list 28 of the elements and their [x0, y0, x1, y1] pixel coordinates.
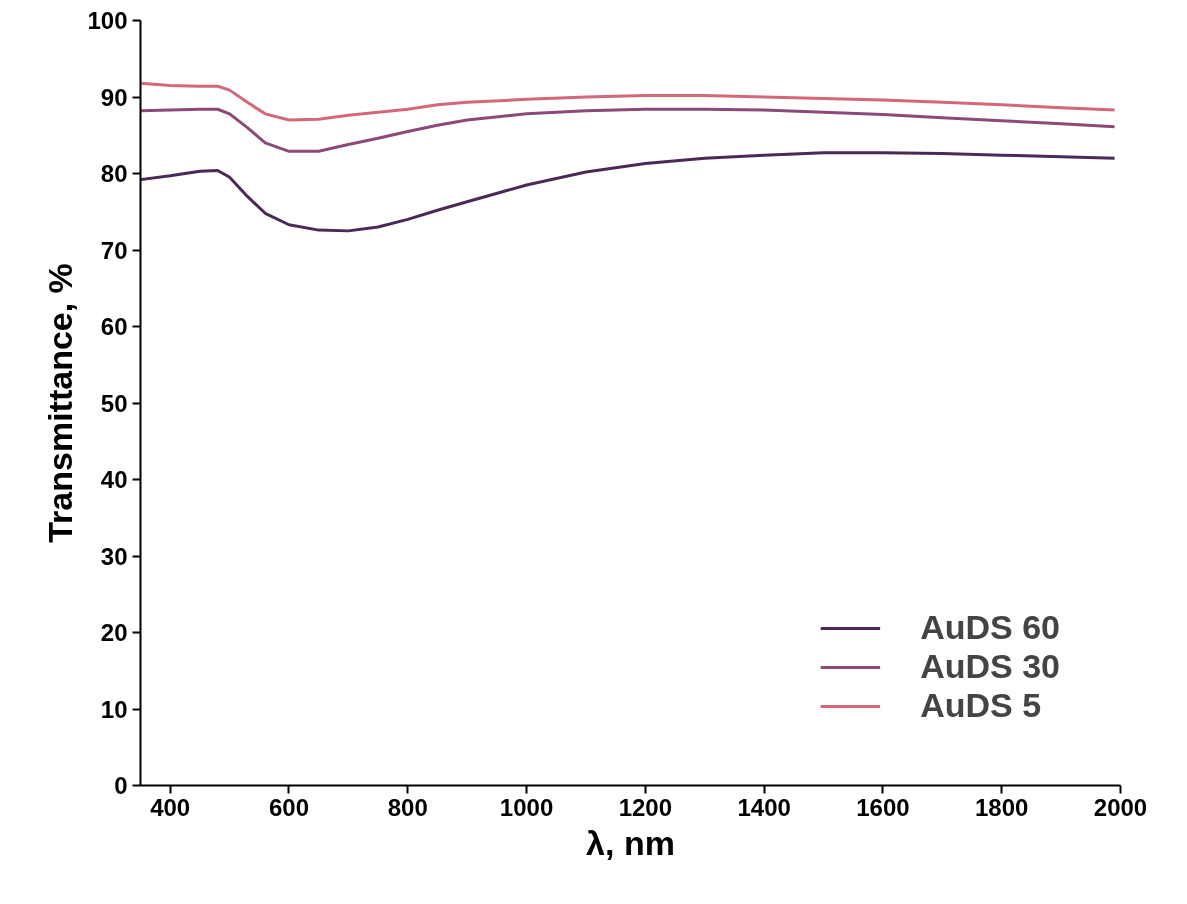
y-tick-label: 50 [100, 389, 128, 417]
y-tick-label: 30 [100, 542, 128, 570]
y-tick-label: 0 [114, 772, 128, 799]
x-tick-label: 800 [387, 793, 428, 821]
x-tick-label: 1000 [499, 793, 554, 821]
legend-label: AuDS 60 [920, 608, 1060, 647]
y-tick-label: 90 [100, 83, 128, 111]
legend-label: AuDS 5 [920, 686, 1042, 725]
x-axis-title: λ, nm [586, 823, 675, 862]
line-series [140, 81, 1117, 122]
y-tick-label: 100 [87, 7, 128, 34]
x-tick-label: 1800 [975, 793, 1029, 821]
legend-label: AuDS 30 [920, 647, 1060, 686]
y-tick-label: 60 [100, 313, 128, 340]
x-tick-label: 1200 [618, 793, 673, 821]
y-tick-label: 20 [100, 619, 128, 646]
x-tick-label: 1600 [856, 793, 910, 821]
y-tick-label: 40 [100, 466, 128, 493]
x-tick-label: 2000 [1093, 793, 1148, 821]
y-tick-label: 70 [100, 236, 128, 264]
x-tick-label: 600 [268, 793, 310, 821]
y-tick-label: 10 [100, 695, 128, 723]
x-tick-label: 400 [150, 793, 191, 821]
line-series [140, 151, 1117, 233]
y-axis-title: Transmittance, % [41, 263, 80, 543]
x-tick-label: 1400 [737, 793, 791, 821]
line-series [140, 107, 1117, 153]
y-tick-label: 80 [100, 160, 128, 187]
